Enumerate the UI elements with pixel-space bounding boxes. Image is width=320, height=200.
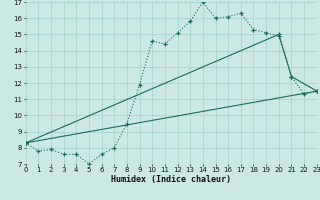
X-axis label: Humidex (Indice chaleur): Humidex (Indice chaleur) — [111, 175, 231, 184]
